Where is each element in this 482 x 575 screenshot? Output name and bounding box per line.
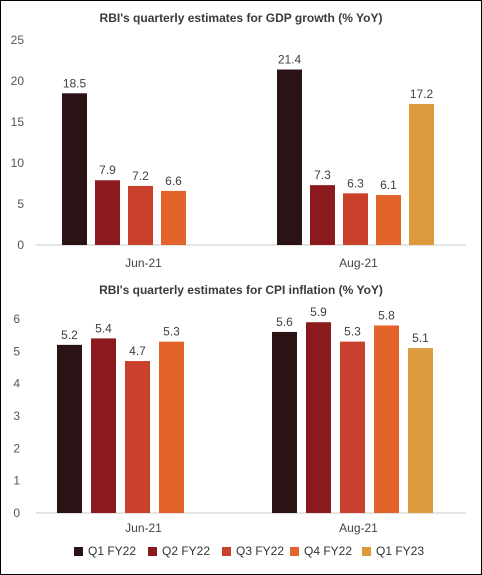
- legend-item-q1-fy23: Q1 FY23: [362, 544, 424, 558]
- legend-swatch-q4-fy22: [290, 546, 299, 556]
- cpi-bar: [272, 331, 297, 513]
- legend-item-q1-fy22: Q1 FY22: [74, 544, 136, 558]
- legend-item-q3-fy22: Q3 FY22: [222, 544, 284, 558]
- gdp-y-tick-label: 10: [11, 156, 25, 170]
- cpi-data-label: 5.4: [95, 321, 112, 335]
- cpi-data-label: 5.8: [378, 308, 395, 322]
- cpi-bar: [408, 348, 433, 513]
- legend-swatch-q1-fy22: [74, 546, 83, 556]
- gdp-data-label: 7.9: [99, 163, 116, 177]
- gdp-data-label: 18.5: [63, 76, 87, 90]
- cpi-data-label: 5.3: [163, 325, 180, 339]
- cpi-bar: [125, 361, 150, 513]
- gdp-bar: [343, 193, 368, 245]
- cpi-data-label: 5.6: [276, 315, 293, 329]
- cpi-data-label: 5.9: [310, 305, 327, 319]
- cpi-y-tick-label: 2: [13, 441, 20, 455]
- gdp-y-tick-label: 20: [11, 74, 25, 88]
- cpi-x-category-label: Jun-21: [125, 521, 162, 535]
- legend: Q1 FY22 Q2 FY22 Q3 FY22 Q4 FY22 Q1 FY23: [0, 544, 482, 562]
- legend-swatch-q1-fy23: [362, 546, 371, 556]
- cpi-y-tick-label: 6: [13, 312, 20, 326]
- cpi-bar: [340, 341, 365, 513]
- cpi-y-tick-label: 5: [13, 344, 20, 358]
- cpi-data-label: 5.1: [412, 331, 429, 345]
- gdp-bar: [62, 93, 87, 245]
- gdp-bar: [409, 103, 434, 246]
- legend-swatch-q3-fy22: [222, 546, 231, 556]
- gdp-x-category-label: Aug-21: [339, 256, 378, 270]
- gdp-data-label: 6.1: [380, 178, 397, 192]
- cpi-chart-title: RBI's quarterly estimates for CPI inflat…: [99, 283, 383, 297]
- gdp-bar: [376, 194, 401, 245]
- cpi-y-tick-label: 3: [13, 409, 20, 423]
- gdp-data-label: 21.4: [278, 53, 302, 67]
- gdp-x-category-label: Jun-21: [125, 256, 162, 270]
- cpi-data-label: 4.7: [129, 344, 146, 358]
- legend-label-q4-fy22: Q4 FY22: [304, 544, 353, 558]
- legend-item-q4-fy22: Q4 FY22: [290, 544, 352, 558]
- cpi-y-tick-label: 1: [13, 474, 20, 488]
- gdp-data-label: 17.2: [410, 87, 434, 101]
- cpi-data-label: 5.3: [344, 325, 361, 339]
- gdp-bar: [277, 69, 302, 246]
- gdp-data-label: 7.3: [314, 168, 331, 182]
- gdp-bar: [310, 185, 335, 245]
- gdp-chart-title: RBI's quarterly estimates for GDP growth…: [100, 11, 383, 25]
- gdp-y-tick-label: 25: [11, 33, 25, 47]
- cpi-bar: [306, 322, 331, 513]
- gdp-bar: [95, 180, 120, 245]
- gdp-data-label: 7.2: [132, 169, 149, 183]
- gdp-bar: [128, 185, 153, 245]
- cpi-bar: [91, 338, 116, 513]
- gdp-data-label: 6.6: [165, 174, 182, 188]
- cpi-y-tick-label: 0: [13, 506, 20, 520]
- legend-swatch-q2-fy22: [148, 546, 157, 556]
- gdp-data-label: 6.3: [347, 176, 364, 190]
- legend-item-q2-fy22: Q2 FY22: [148, 544, 210, 558]
- legend-label-q1-fy22: Q1 FY22: [88, 544, 137, 558]
- cpi-bar: [374, 325, 399, 513]
- gdp-y-tick-label: 0: [17, 238, 24, 252]
- gdp-y-tick-label: 5: [17, 197, 24, 211]
- gdp-y-tick-label: 15: [11, 115, 25, 129]
- legend-label-q3-fy22: Q3 FY22: [236, 544, 285, 558]
- gdp-bar: [161, 190, 186, 245]
- legend-label-q2-fy22: Q2 FY22: [162, 544, 211, 558]
- cpi-bar: [159, 341, 184, 513]
- legend-label-q1-fy23: Q1 FY23: [376, 544, 425, 558]
- cpi-data-label: 5.2: [61, 328, 78, 342]
- cpi-y-tick-label: 4: [13, 377, 20, 391]
- cpi-bar: [57, 344, 82, 513]
- cpi-x-category-label: Aug-21: [339, 521, 378, 535]
